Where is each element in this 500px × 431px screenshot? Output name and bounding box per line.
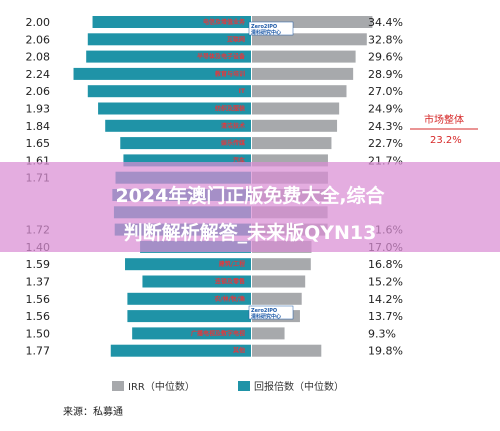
category-label: 清洁技术 [221,122,245,130]
multiple-value-label: 1.56 [26,310,51,323]
category-label: 广播电视及数字电视 [191,329,245,337]
irr-bar [252,137,332,150]
multiple-bar [98,102,251,115]
multiple-bar [73,67,252,80]
irr-value-label: 24.9% [368,103,403,116]
multiple-value-label: 2.24 [26,68,51,81]
market-note-value: 23.2% [430,135,462,146]
multiple-bar [127,292,251,305]
irr-bar [252,119,338,132]
irr-bar [252,85,347,98]
category-label: 其他 [233,347,245,355]
irr-value-label: 34.4% [368,16,403,29]
irr-bar [252,33,367,46]
logo-bottom-sub: 清科研究中心 [251,313,281,320]
logo-top: Zero2IPO 清科研究中心 [248,21,294,36]
legend-irr-swatch [112,381,124,391]
irr-value-label: 29.6% [368,51,403,64]
watermark-band: 2024年澳门正版免费大全,综合 判断解析解答_未来版QYN13 [0,162,500,252]
multiple-value-label: 1.37 [26,276,51,289]
multiple-value-label: 1.50 [26,327,51,340]
multiple-bar [127,310,251,323]
irr-bar [252,258,311,271]
irr-value-label: 28.9% [368,68,403,81]
irr-bar [252,275,306,288]
category-label: 汽车 [233,156,245,164]
legend-multiple-label: 回报倍数（中位数） [254,380,344,393]
category-label: 纺织及服装 [215,105,245,113]
multiple-bar [86,50,251,63]
multiple-bar [87,33,252,46]
multiple-value-label: 2.08 [26,51,51,64]
multiple-bar [132,327,251,340]
multiple-value-label: 1.56 [26,293,51,306]
multiple-value-label: 1.65 [26,137,51,150]
multiple-bar [87,85,252,98]
logo-bottom: Zero2IPO 清科研究中心 [248,305,294,320]
watermark-line-1: 2024年澳门正版免费大全,综合 [115,184,385,207]
irr-value-label: 32.8% [368,33,403,46]
multiple-bar [120,137,252,150]
multiple-bar [110,344,251,357]
category-label: 教育与培训 [214,70,245,78]
category-label: 农/林/牧/渔 [213,295,245,303]
multiple-value-label: 1.59 [26,258,51,271]
irr-bar [252,327,285,340]
multiple-value-label: 1.84 [26,120,51,133]
category-label: IT [239,88,246,95]
logo-top-sub: 清科研究中心 [251,29,281,36]
multiple-value-label: 2.06 [26,85,51,98]
irr-value-label: 13.7% [368,310,403,323]
multiple-value-label: 1.77 [26,345,51,358]
category-label: 娱乐传媒 [221,139,246,147]
irr-value-label: 14.2% [368,293,403,306]
legend: IRR（中位数） 回报倍数（中位数） [112,380,344,393]
multiple-bar [125,258,251,271]
irr-value-label: 19.8% [368,345,403,358]
legend-multiple-swatch [238,381,250,391]
watermark-banner [0,162,500,252]
irr-value-label: 22.7% [368,137,403,150]
irr-value-label: 16.8% [368,258,403,271]
category-label: 互联网 [227,35,245,43]
market-note-label: 市场整体 [424,113,464,126]
category-label: 连锁及零售 [215,278,245,286]
logo-top-brand: Zero2IPO [251,24,277,30]
logo-bottom-brand: Zero2IPO [251,308,277,314]
source-note: 来源：私募通 [63,405,123,418]
multiple-bar [92,16,252,28]
market-annotation: 市场整体 23.2% [410,113,478,146]
multiple-bar [105,119,251,132]
category-label: 建筑/工程 [219,260,245,268]
irr-value-label: 27.0% [368,85,403,98]
multiple-value-label: 2.00 [26,16,51,29]
irr-bar [252,50,356,63]
irr-bar [252,292,302,305]
category-label: 电信及增值业务 [203,18,246,26]
category-label: 半导体及电子设备 [197,53,246,61]
irr-value-label: 9.3% [368,327,396,340]
multiple-bar [142,275,251,288]
multiple-value-label: 2.06 [26,33,51,46]
irr-bar [252,102,340,115]
irr-value-label: 24.3% [368,120,403,133]
irr-bar [252,67,354,80]
irr-bar [252,344,322,357]
irr-value-label: 15.2% [368,276,403,289]
multiple-value-label: 1.93 [26,103,51,116]
watermark-line-2: 判断解析解答_未来版QYN13 [124,221,377,244]
legend-irr-label: IRR（中位数） [128,380,195,393]
